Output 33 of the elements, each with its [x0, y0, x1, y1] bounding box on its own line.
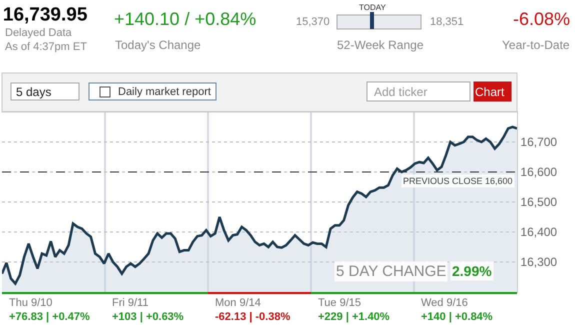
chart-title: 16,739.95	[2, 4, 88, 26]
y-tick-label: 16,500	[520, 195, 558, 210]
text: Delayed Data	[5, 27, 73, 39]
ref-line-label: PREVIOUS CLOSE 16,600	[403, 176, 513, 186]
text: Wed 9/16	[421, 297, 468, 309]
text: Add ticker	[374, 85, 428, 99]
text: Today's Change	[115, 38, 202, 52]
text: 52-Week Range	[337, 38, 424, 52]
y-tick-label: 16,600	[520, 165, 558, 180]
text: Tue 9/15	[318, 297, 362, 309]
text: 18,351	[430, 16, 464, 28]
text: Mon 9/14	[215, 297, 261, 309]
text: +140 | +0.84%	[421, 311, 493, 323]
text: +76.83 | +0.47%	[9, 311, 90, 323]
y-tick-label: 16,700	[520, 135, 558, 150]
text: Fri 9/11	[112, 297, 148, 309]
text: +229 | +1.40%	[318, 311, 390, 323]
text: Chart	[475, 85, 506, 99]
text: -62.13 | -0.38%	[215, 311, 290, 323]
y-tick-label: 16,400	[520, 225, 558, 240]
text: As of 4:37pm ET	[5, 41, 88, 53]
text: TODAY	[359, 3, 386, 12]
text: 15,370	[296, 16, 330, 28]
annotation: 2.99%	[452, 263, 492, 279]
text: Thu 9/10	[9, 297, 52, 309]
text: +140.10 / +0.84%	[114, 9, 256, 29]
annotation: 5 DAY CHANGE	[336, 263, 446, 280]
text: Year-to-Date	[502, 38, 570, 52]
text: +103 | +0.63%	[112, 311, 184, 323]
text: 5 days	[16, 85, 52, 99]
text: -6.08%	[513, 9, 570, 29]
y-tick-label: 16,300	[520, 255, 558, 270]
text: Daily market report	[118, 86, 211, 98]
